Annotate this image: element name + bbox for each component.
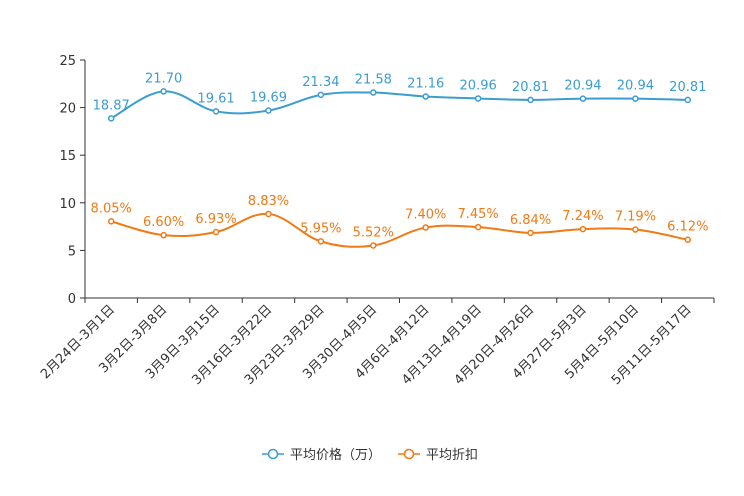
data-label: 21.16 — [407, 77, 444, 92]
data-point — [317, 91, 325, 99]
data-label: 7.45% — [457, 207, 498, 222]
legend-label: 平均折扣 — [426, 448, 478, 463]
data-point — [527, 96, 534, 104]
legend: 平均价格（万） 平均折扣 — [262, 447, 478, 463]
legend-item-0: 平均价格（万） — [262, 447, 381, 463]
data-point — [370, 242, 377, 249]
data-point — [212, 228, 220, 236]
data-point — [684, 236, 692, 243]
data-label: 20.81 — [512, 80, 549, 95]
series-0: 18.87 21.70 19.61 19.69 21.34 21.58 21.16 20.96… — [93, 71, 706, 122]
data-label: 6.12% — [667, 220, 708, 235]
data-point — [632, 95, 639, 102]
y-tick-label: 10 — [59, 197, 76, 212]
y-tick-label: 15 — [59, 149, 76, 164]
data-point — [684, 96, 692, 104]
legend-item-1: 平均折扣 — [398, 448, 478, 463]
legend-marker — [403, 448, 415, 460]
data-label: 7.24% — [562, 209, 603, 224]
x-axis: 2月24日-3月1日3月2日-3月8日3月9日-3月15日3月16日-3月22日… — [38, 297, 715, 388]
data-point — [107, 115, 115, 122]
legend-label: 平均价格（万） — [290, 447, 381, 463]
data-label: 21.34 — [302, 75, 339, 90]
data-point — [160, 88, 167, 95]
data-label: 21.70 — [145, 71, 182, 86]
y-tick-label: 25 — [59, 54, 76, 69]
data-label: 21.58 — [355, 73, 392, 88]
data-label: 8.83% — [248, 194, 289, 209]
y-tick-label: 20 — [59, 102, 76, 117]
series-1: 8.05% 6.60% 6.93% 8.83% 5.95% 5.52% 7.40% 7.45%… — [91, 194, 708, 249]
data-label: 20.94 — [564, 79, 601, 94]
data-point — [370, 89, 377, 96]
series-line — [110, 90, 688, 120]
series-line — [110, 212, 688, 248]
data-point — [422, 93, 429, 100]
data-point — [317, 238, 325, 245]
y-tick-label: 5 — [68, 244, 76, 259]
data-label: 6.60% — [143, 215, 184, 230]
data-label: 5.52% — [353, 225, 394, 240]
data-point — [579, 95, 587, 102]
y-tick-label: 0 — [68, 292, 76, 307]
data-point — [632, 226, 639, 233]
data-point — [107, 218, 115, 225]
data-point — [579, 225, 587, 233]
data-label: 19.61 — [197, 91, 234, 106]
data-point — [160, 231, 167, 239]
data-label: 6.84% — [510, 213, 551, 228]
data-point — [422, 224, 429, 231]
data-label: 18.87 — [93, 98, 130, 113]
data-label: 20.96 — [460, 78, 497, 93]
data-label: 7.19% — [615, 210, 656, 225]
data-label: 8.05% — [91, 201, 132, 216]
data-point — [265, 210, 272, 218]
series-layer: 18.87 21.70 19.61 19.69 21.34 21.58 21.16 20.96… — [91, 71, 708, 249]
y-axis: 0 5 10 15 20 25 — [59, 54, 86, 307]
legend-marker — [267, 448, 279, 460]
data-label: 20.94 — [617, 79, 654, 94]
data-label: 5.95% — [300, 221, 341, 236]
data-point — [474, 95, 482, 102]
data-label: 19.69 — [250, 91, 287, 106]
data-label: 6.93% — [195, 212, 236, 227]
data-point — [265, 107, 272, 114]
data-label: 20.81 — [669, 80, 706, 95]
data-point — [212, 108, 220, 115]
data-label: 7.40% — [405, 208, 446, 223]
data-point — [474, 223, 482, 231]
data-point — [527, 229, 534, 237]
